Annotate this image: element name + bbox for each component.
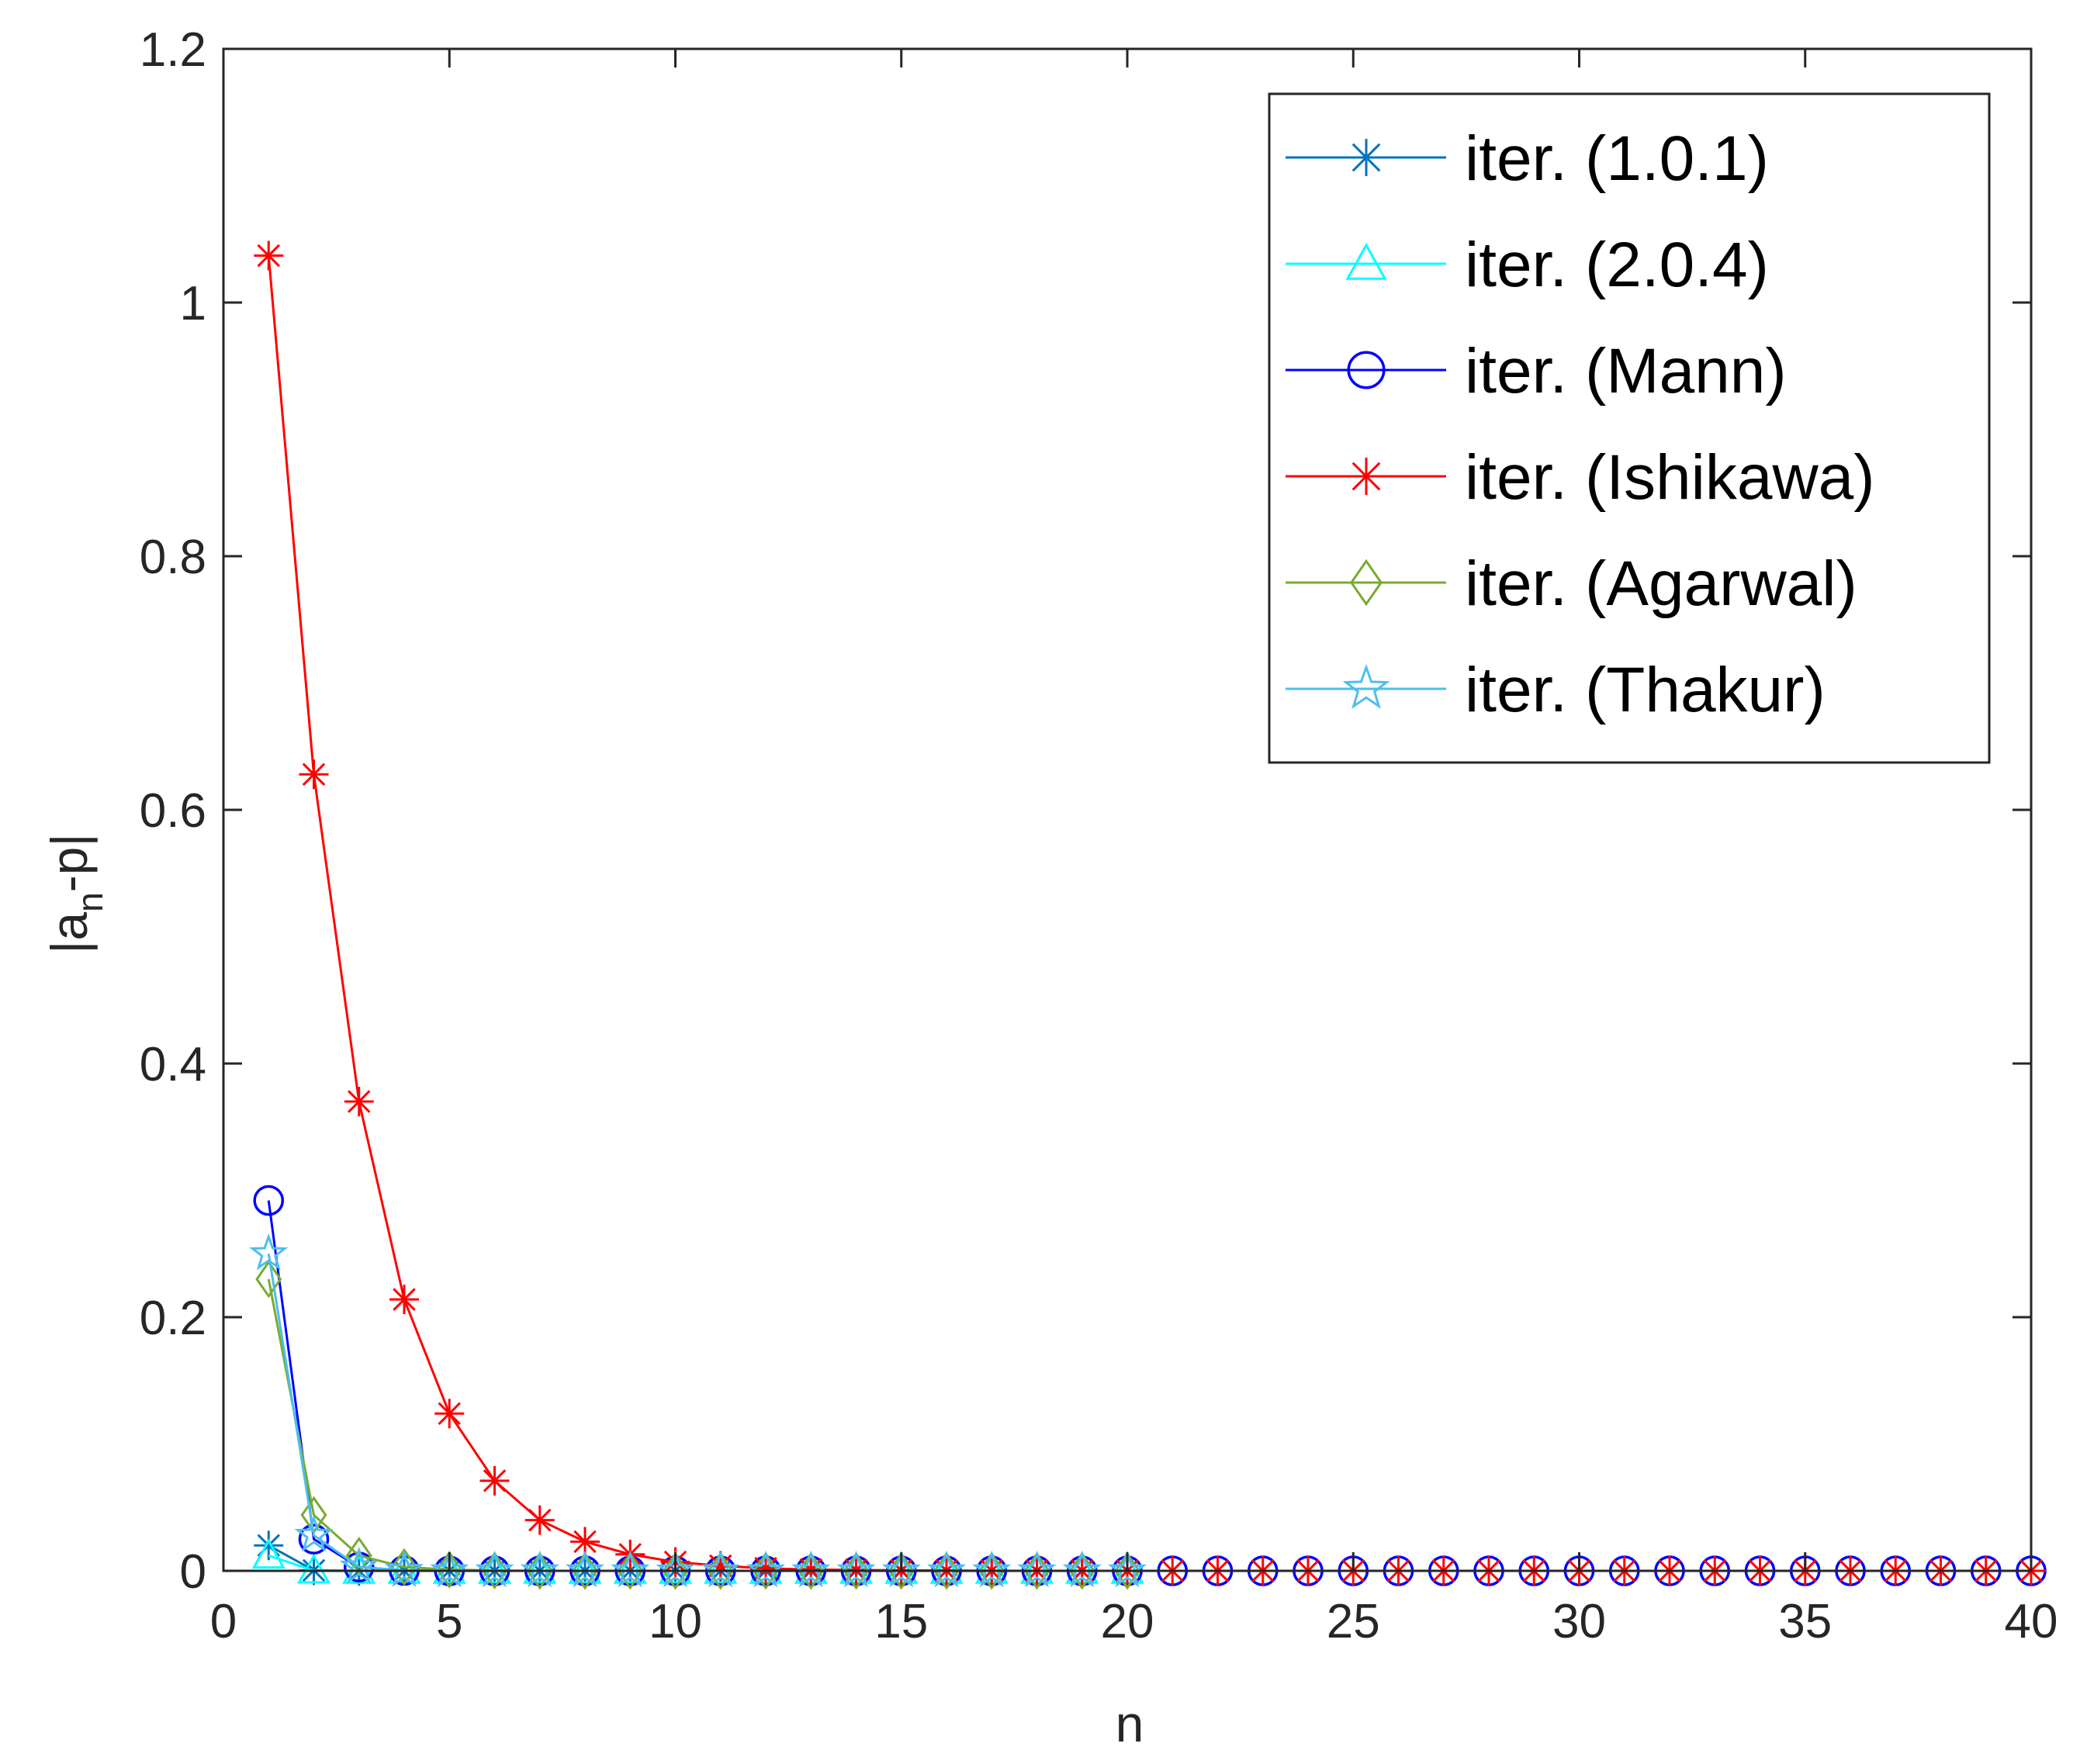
- series-5-point-3: [339, 1546, 379, 1584]
- series-5-point-13: [791, 1550, 831, 1588]
- series-5-point-2: [294, 1514, 334, 1552]
- legend-box: [1268, 92, 1991, 764]
- series-5-point-11: [701, 1550, 740, 1588]
- y-tick-label-0.6: 0.6: [140, 784, 206, 838]
- series-1-point-9: [613, 1553, 647, 1584]
- series-5-point-16: [926, 1550, 967, 1588]
- legend-marker-2: [1347, 351, 1386, 389]
- legend-label-0: iter. (1.0.1): [1465, 123, 1769, 194]
- y-tick-label-0.4: 0.4: [140, 1038, 206, 1091]
- series-5-point-12: [746, 1550, 786, 1588]
- legend-entry-3: iter. (Ishikawa): [1286, 442, 1875, 513]
- legend-marker-3: [1348, 458, 1385, 495]
- legend-label-4: iter. (Agarwal): [1465, 548, 1857, 619]
- svg-text:|an-p|: |an-p|: [40, 833, 110, 953]
- legend-marker-4: [1349, 559, 1383, 607]
- legend-label-2: iter. (Mann): [1465, 336, 1787, 406]
- x-tick-label-15: 15: [874, 1595, 928, 1648]
- x-tick-label-5: 5: [436, 1595, 462, 1648]
- x-tick-label-40: 40: [2005, 1595, 2058, 1648]
- series-5-point-1: [249, 1233, 289, 1271]
- series-5-point-8: [565, 1550, 605, 1588]
- series-5-point-4: [384, 1550, 424, 1587]
- y-tick-label-0.8: 0.8: [140, 531, 206, 584]
- y-tick-label-0: 0: [180, 1545, 206, 1599]
- series-5-point-14: [836, 1550, 876, 1588]
- series-2-point-2: [298, 1524, 330, 1555]
- series-5-point-19: [1062, 1550, 1102, 1588]
- series-5-point-7: [520, 1550, 559, 1588]
- y-axis-title-main: |a: [40, 912, 98, 954]
- series-4-point-5: [436, 1550, 463, 1589]
- series-3-point-3: [344, 1087, 374, 1117]
- series-3-point-6: [479, 1465, 510, 1496]
- series-1-point-8: [568, 1553, 602, 1584]
- axes-layer: 0 5 10 15 20 25 30 35 40 0 0.2 0.4 0.6 0.8 1 1.2: [140, 23, 2058, 1648]
- legend-marker-5: [1342, 663, 1390, 709]
- series-3-point-8: [570, 1527, 600, 1557]
- legend-label-1: iter. (2.0.4): [1465, 230, 1769, 300]
- series-5-point-6: [475, 1550, 514, 1588]
- x-tick-label-30: 30: [1552, 1595, 1606, 1648]
- x-tick-label-10: 10: [649, 1595, 702, 1648]
- series-5-point-10: [656, 1550, 695, 1588]
- legend-entry-2: iter. (Mann): [1286, 336, 1787, 406]
- legend-entry-1: iter. (2.0.4): [1286, 230, 1769, 300]
- series-3-point-7: [524, 1505, 555, 1535]
- y-axis-title-tail: -p|: [40, 833, 98, 892]
- legend-marker-0: [1348, 139, 1385, 176]
- y-tick-label-0.2: 0.2: [140, 1292, 206, 1345]
- series-4-point-4: [390, 1548, 418, 1586]
- y-tick-label-1: 1: [180, 277, 206, 330]
- legend-marker-1: [1345, 242, 1387, 280]
- series-1-point-11: [704, 1553, 738, 1584]
- x-tick-label-25: 25: [1327, 1595, 1380, 1648]
- legend: iter. (1.0.1) iter. (2.0.4) iter. (Mann) it…: [1268, 92, 1991, 764]
- x-axis-title: n: [1116, 1695, 1144, 1752]
- series-5-point-20: [1107, 1550, 1147, 1588]
- series-1-point-7: [523, 1553, 557, 1584]
- x-tick-label-0: 0: [210, 1595, 237, 1648]
- legend-label-5: iter. (Thakur): [1465, 655, 1826, 725]
- legend-entry-0: iter. (1.0.1): [1286, 123, 1769, 194]
- series-3-point-5: [434, 1399, 465, 1429]
- y-axis-title-subscript: n: [70, 892, 110, 912]
- series-5-point-5: [430, 1550, 469, 1588]
- x-tick-label-35: 35: [1778, 1595, 1832, 1648]
- series-3-point-1: [254, 240, 284, 271]
- legend-label-3: iter. (Ishikawa): [1465, 442, 1875, 513]
- x-tick-label-20: 20: [1101, 1595, 1154, 1648]
- legend-entry-4: iter. (Agarwal): [1286, 548, 1857, 619]
- y-tick-label-1.2: 1.2: [140, 23, 206, 77]
- series-3-point-4: [389, 1285, 419, 1315]
- series-5-point-17: [972, 1550, 1012, 1588]
- series-5-point-18: [1017, 1550, 1057, 1588]
- series-3-point-2: [299, 759, 329, 790]
- series-1-point-1: [251, 1538, 286, 1569]
- series-4-point-1: [255, 1260, 282, 1299]
- series-1-point-2: [296, 1553, 331, 1584]
- series-2-point-1: [253, 1185, 285, 1216]
- series-5-point-15: [881, 1550, 921, 1588]
- y-axis-title: |an-p|: [40, 833, 110, 953]
- legend-entry-5: iter. (Thakur): [1286, 655, 1826, 725]
- series-5-point-9: [611, 1550, 650, 1588]
